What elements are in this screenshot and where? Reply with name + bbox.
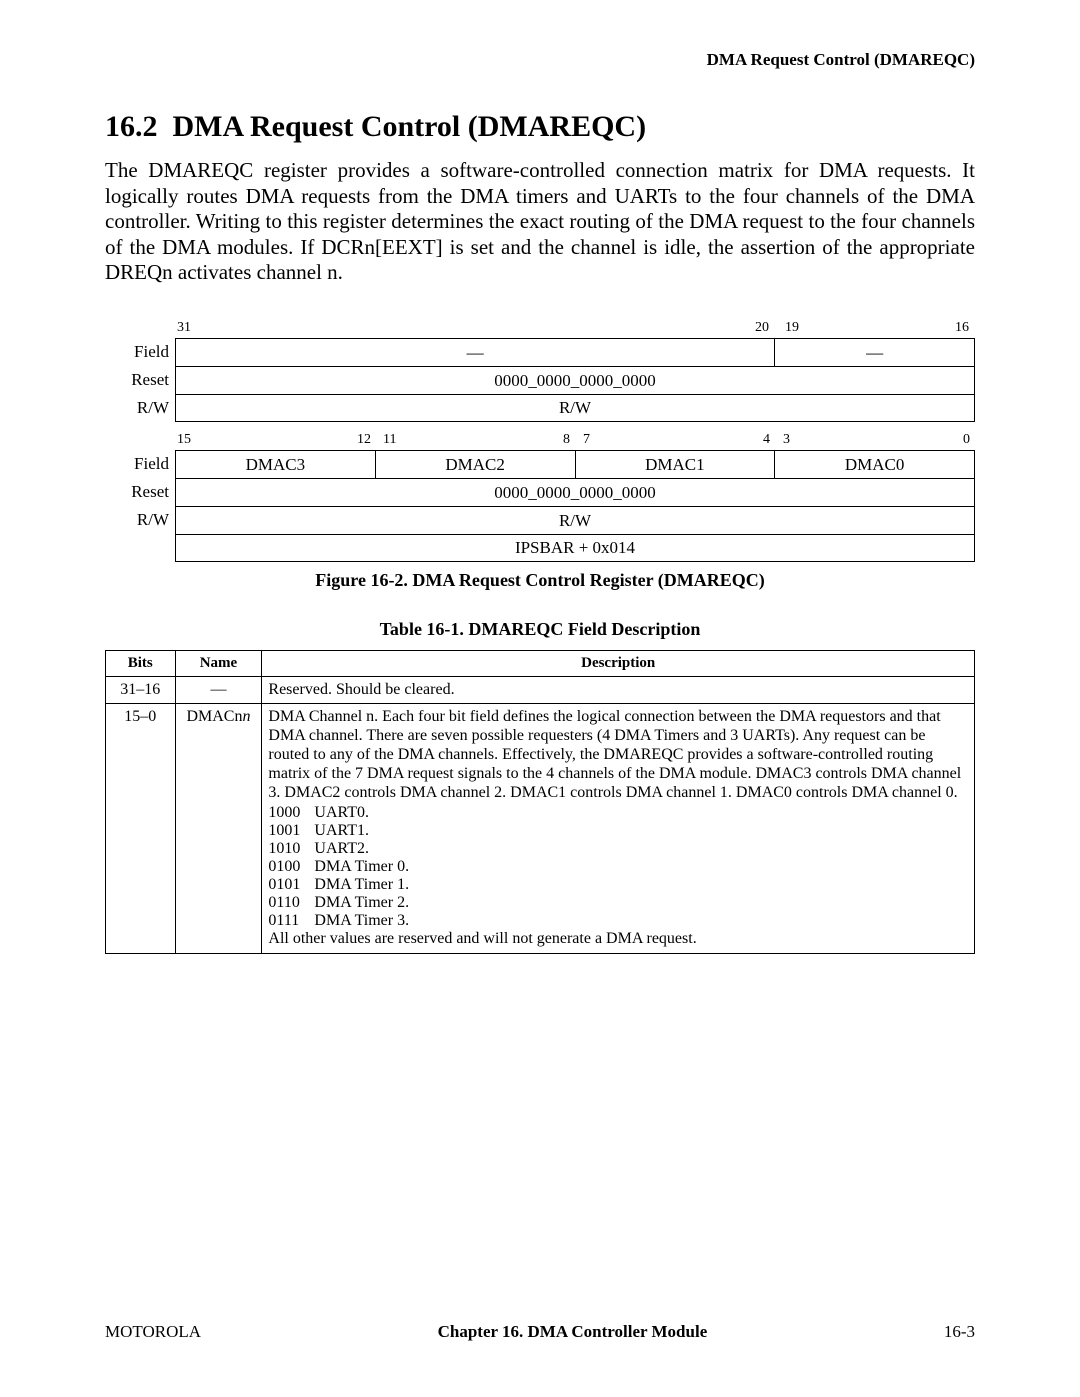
rw-cell: R/W [176, 395, 975, 421]
field-cell: — [176, 339, 775, 366]
enc-meaning: DMA Timer 1. [314, 876, 409, 894]
enc-code: 0111 [268, 912, 314, 930]
enc-meaning: DMA Timer 2. [314, 894, 409, 912]
dmacn-name: DMACn [186, 708, 242, 725]
row-label: Field [105, 450, 175, 478]
cell-desc: DMA Channel n. Each four bit field defin… [262, 704, 975, 954]
table-row: 31–16 — Reserved. Should be cleared. [106, 677, 975, 704]
enc-meaning: UART1. [314, 822, 369, 840]
row-label: R/W [105, 506, 175, 534]
bitnum: 19 [785, 320, 799, 336]
encoding-row: 0111DMA Timer 3. [268, 912, 968, 930]
desc-outro: All other values are reserved and will n… [268, 930, 968, 949]
enc-meaning: UART0. [314, 804, 369, 822]
row-label: R/W [105, 394, 175, 422]
field-cell: DMAC0 [775, 451, 975, 478]
reg-row-reset-upper: Reset 0000_0000_0000_0000 [105, 366, 975, 394]
cell-desc: Reserved. Should be cleared. [262, 677, 975, 704]
row-label: Reset [105, 478, 175, 506]
section-title: DMA Request Control (DMAREQC) [173, 110, 647, 143]
col-bits: Bits [106, 651, 176, 677]
row-label: Field [105, 338, 175, 366]
rw-cell: R/W [176, 507, 975, 534]
enc-code: 1001 [268, 822, 314, 840]
bitnum: 20 [755, 320, 769, 336]
reset-cell: 0000_0000_0000_0000 [176, 479, 975, 506]
bitnum: 0 [963, 432, 970, 448]
enc-meaning: DMA Timer 3. [314, 912, 409, 930]
enc-code: 1010 [268, 840, 314, 858]
footer-left: MOTOROLA [105, 1322, 201, 1342]
bitnum: 4 [763, 432, 770, 448]
cell-bits: 15–0 [106, 704, 176, 954]
field-cell: — [775, 339, 975, 366]
bitnum: 8 [563, 432, 570, 448]
field-cell: DMAC3 [176, 451, 376, 478]
table-header-row: Bits Name Description [106, 651, 975, 677]
footer-center: Chapter 16. DMA Controller Module [438, 1322, 708, 1342]
encoding-list: 1000UART0. 1001UART1. 1010UART2. 0100DMA… [268, 804, 968, 930]
enc-code: 0101 [268, 876, 314, 894]
row-label [105, 534, 175, 562]
field-cell: DMAC1 [576, 451, 776, 478]
bitnum: 15 [177, 432, 191, 448]
register-diagram: 31 20 19 16 Field — — Reset 0000_0000_00… [105, 320, 975, 591]
bitnum: 31 [177, 320, 191, 336]
encoding-row: 1010UART2. [268, 840, 968, 858]
section-paragraph: The DMAREQC register provides a software… [105, 158, 975, 286]
page-footer: MOTOROLA Chapter 16. DMA Controller Modu… [105, 1322, 975, 1342]
bitnum: 3 [783, 432, 790, 448]
cell-bits: 31–16 [106, 677, 176, 704]
desc-intro: DMA Channel n. Each four bit field defin… [268, 708, 968, 802]
encoding-row: 0100DMA Timer 0. [268, 858, 968, 876]
encoding-row: 1001UART1. [268, 822, 968, 840]
running-head: DMA Request Control (DMAREQC) [105, 50, 975, 70]
footer-right: 16-3 [944, 1322, 975, 1342]
enc-meaning: UART2. [314, 840, 369, 858]
bitnum: 7 [583, 432, 590, 448]
bitnum: 16 [955, 320, 969, 336]
field-cell: DMAC2 [376, 451, 576, 478]
reg-row-field-upper: Field — — [105, 338, 975, 366]
addr-cell: IPSBAR + 0x014 [176, 535, 975, 561]
encoding-row: 0101DMA Timer 1. [268, 876, 968, 894]
reg-row-addr: IPSBAR + 0x014 [105, 534, 975, 562]
enc-meaning: DMA Timer 0. [314, 858, 409, 876]
enc-code: 0100 [268, 858, 314, 876]
col-name: Name [175, 651, 262, 677]
reg-row-rw-upper: R/W R/W [105, 394, 975, 422]
bitnum: 12 [357, 432, 371, 448]
enc-code: 0110 [268, 894, 314, 912]
encoding-row: 1000UART0. [268, 804, 968, 822]
reset-cell: 0000_0000_0000_0000 [176, 367, 975, 394]
field-description-table: Bits Name Description 31–16 — Reserved. … [105, 650, 975, 954]
table-caption: Table 16-1. DMAREQC Field Description [105, 619, 975, 640]
bitnum: 11 [383, 432, 396, 448]
bitnums-upper: 31 20 19 16 [175, 320, 975, 338]
table-row: 15–0 DMACnn DMA Channel n. Each four bit… [106, 704, 975, 954]
reg-row-reset-lower: Reset 0000_0000_0000_0000 [105, 478, 975, 506]
col-desc: Description [262, 651, 975, 677]
cell-name: DMACnn [175, 704, 262, 954]
section-number: 16.2 [105, 110, 158, 143]
enc-code: 1000 [268, 804, 314, 822]
cell-name: — [175, 677, 262, 704]
bitnums-lower: 15 12 11 8 7 4 3 0 [175, 432, 975, 450]
section-heading: 16.2 DMA Request Control (DMAREQC) [105, 110, 975, 144]
figure-caption: Figure 16-2. DMA Request Control Registe… [105, 570, 975, 591]
reg-row-field-lower: Field DMAC3 DMAC2 DMAC1 DMAC0 [105, 450, 975, 478]
reg-row-rw-lower: R/W R/W [105, 506, 975, 534]
row-label: Reset [105, 366, 175, 394]
encoding-row: 0110DMA Timer 2. [268, 894, 968, 912]
